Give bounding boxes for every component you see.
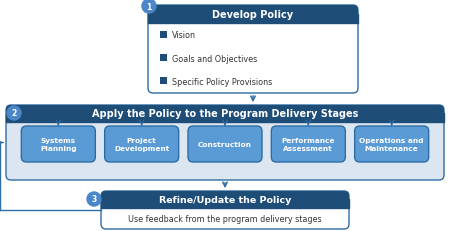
FancyBboxPatch shape <box>271 126 345 162</box>
Text: Refine/Update the Policy: Refine/Update the Policy <box>159 195 291 204</box>
Text: Operations and
Maintenance: Operations and Maintenance <box>360 138 424 151</box>
FancyBboxPatch shape <box>148 6 358 24</box>
FancyBboxPatch shape <box>101 191 349 229</box>
FancyBboxPatch shape <box>355 126 429 162</box>
FancyBboxPatch shape <box>6 106 444 122</box>
FancyBboxPatch shape <box>160 78 167 85</box>
Text: Develop Policy: Develop Policy <box>212 10 293 20</box>
Circle shape <box>87 192 101 206</box>
Text: Vision: Vision <box>172 31 196 40</box>
Text: Specific Policy Provisions: Specific Policy Provisions <box>172 77 272 86</box>
Text: Apply the Policy to the Program Delivery Stages: Apply the Policy to the Program Delivery… <box>92 109 358 119</box>
Text: 2: 2 <box>11 109 17 118</box>
FancyBboxPatch shape <box>160 31 167 39</box>
Text: Systems
Planning: Systems Planning <box>40 138 76 151</box>
Text: Performance
Assessment: Performance Assessment <box>282 138 335 151</box>
FancyBboxPatch shape <box>188 126 262 162</box>
Text: Goals and Objectives: Goals and Objectives <box>172 54 257 63</box>
Circle shape <box>142 0 156 14</box>
Text: Construction: Construction <box>198 141 252 147</box>
FancyBboxPatch shape <box>21 126 95 162</box>
FancyBboxPatch shape <box>148 6 358 94</box>
Text: Use feedback from the program delivery stages: Use feedback from the program delivery s… <box>128 214 322 223</box>
Text: 3: 3 <box>91 195 97 204</box>
FancyBboxPatch shape <box>101 191 349 208</box>
FancyBboxPatch shape <box>105 126 179 162</box>
Circle shape <box>7 106 21 121</box>
Text: 1: 1 <box>146 3 152 12</box>
FancyBboxPatch shape <box>6 106 444 180</box>
Text: Project
Development: Project Development <box>114 138 169 151</box>
FancyBboxPatch shape <box>160 55 167 62</box>
